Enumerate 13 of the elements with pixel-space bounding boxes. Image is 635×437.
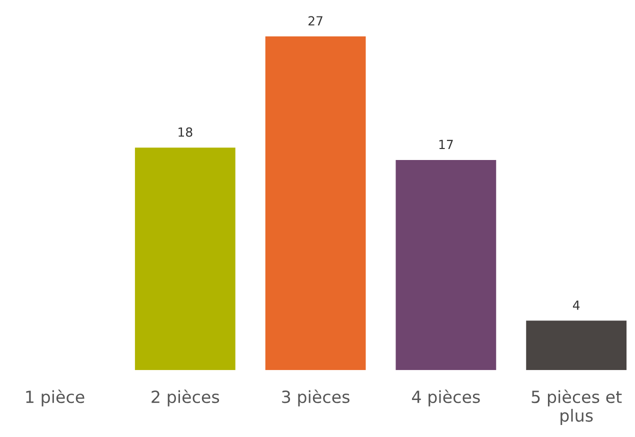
x-tick-label: 1 pièce: [26, 390, 84, 406]
data-label: 27: [308, 16, 322, 26]
x-tick-label: 3 pièces: [282, 390, 350, 406]
x-tick-label: 4 pièces: [412, 390, 480, 406]
bar: [265, 36, 366, 370]
bar: [134, 148, 236, 370]
x-tick-label: 5 pièces et plus: [532, 390, 622, 426]
data-label: 4: [572, 300, 580, 310]
bar: [396, 160, 496, 370]
data-label: 17: [439, 140, 453, 150]
bar: [526, 320, 627, 370]
data-label: 18: [178, 127, 192, 137]
x-tick-label: 2 pièces: [152, 390, 220, 406]
